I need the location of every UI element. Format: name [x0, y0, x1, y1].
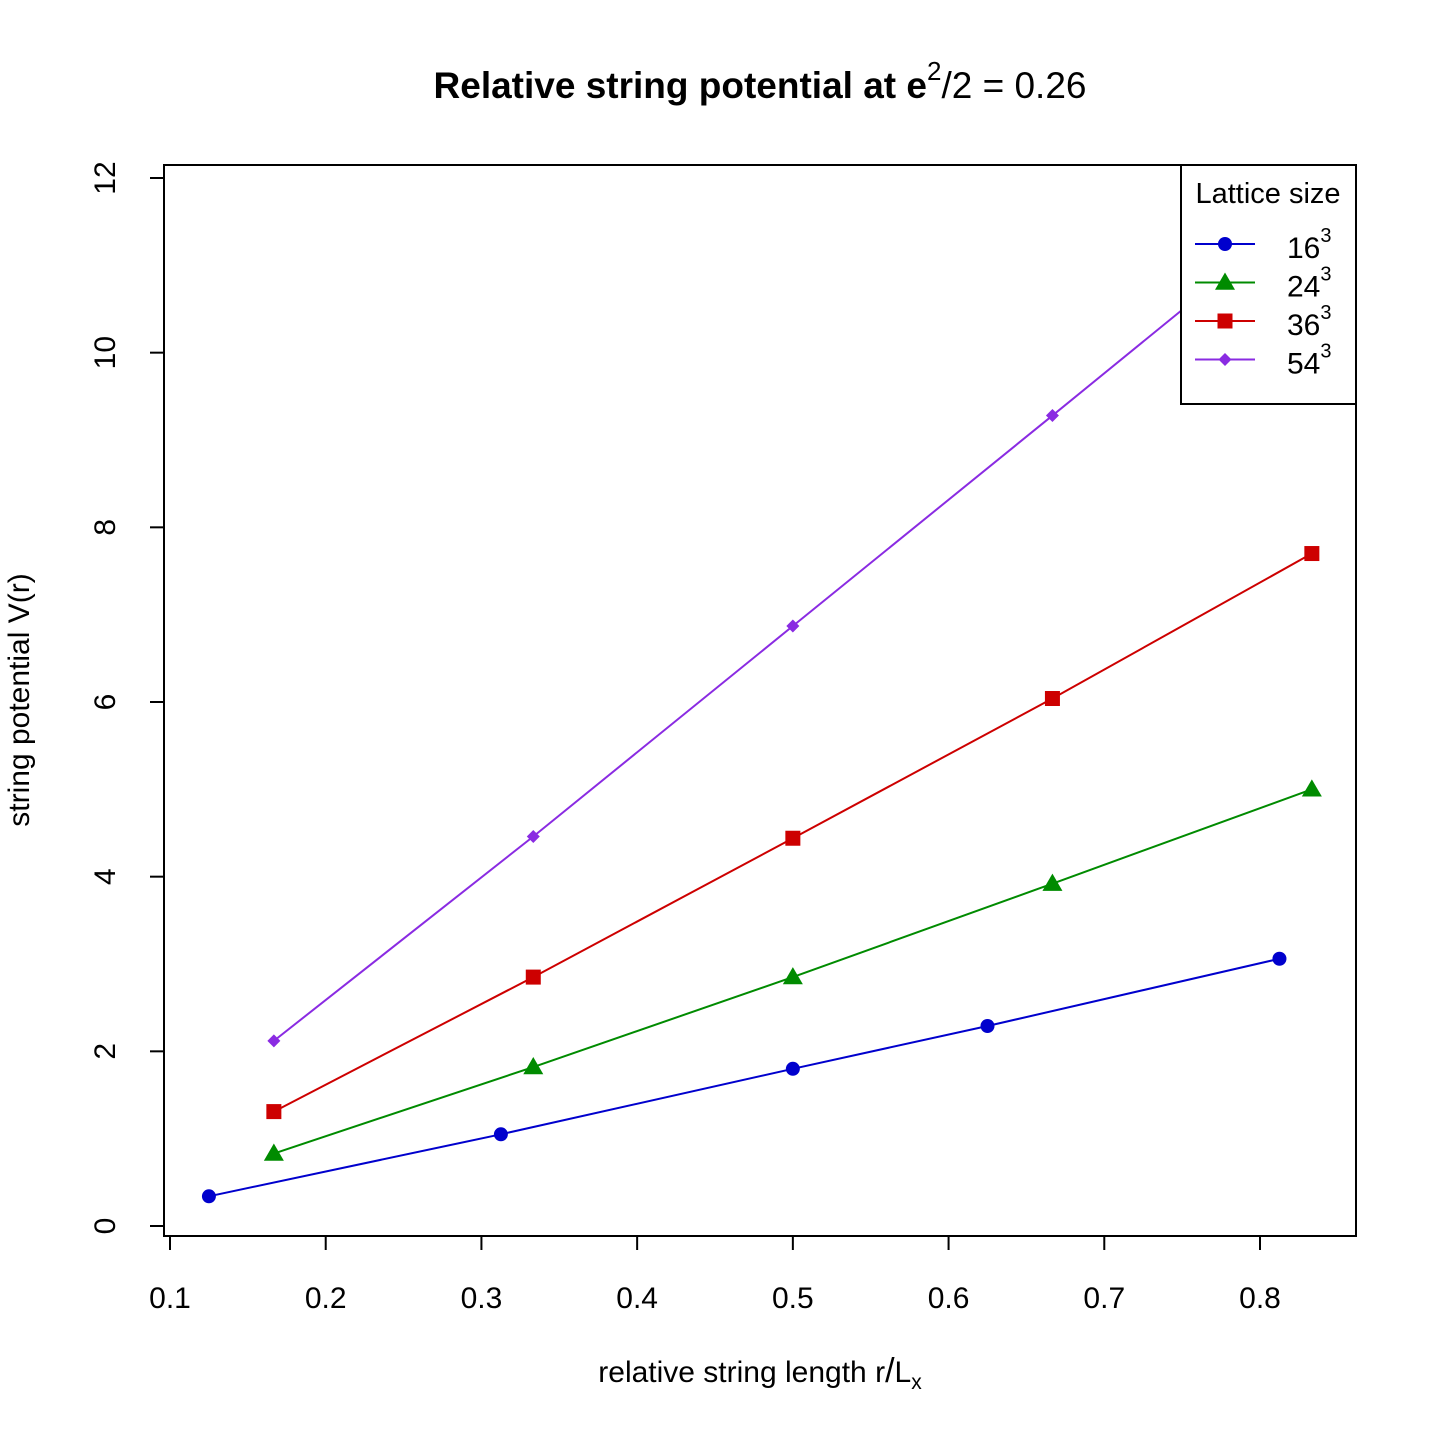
y-tick-label: 6	[89, 694, 122, 711]
x-axis-label-text: relative string length r	[598, 1356, 885, 1389]
y-tick-label: 12	[89, 161, 122, 194]
chart-title-math-rest: /2 = 0.26	[941, 65, 1086, 106]
x-tick-label: 0.3	[461, 1282, 503, 1315]
legend-label: 543	[1287, 341, 1332, 381]
legend-label: 163	[1287, 225, 1332, 265]
data-point-16	[785, 1061, 800, 1076]
data-point-24	[1301, 779, 1322, 797]
data-point-36	[785, 830, 801, 846]
x-tick-label: 0.2	[305, 1282, 347, 1315]
legend-label-base: 36	[1287, 309, 1320, 342]
x-axis-label: relative string length r/Lx	[598, 1352, 922, 1394]
series-36	[266, 546, 1320, 1120]
y-tick-label: 10	[89, 336, 122, 369]
legend-marker	[1215, 272, 1235, 290]
legend-marker	[1218, 237, 1232, 251]
data-point-16	[1272, 951, 1287, 966]
x-axis-label-sub: x	[911, 1371, 922, 1394]
data-point-54	[786, 619, 800, 633]
series-16	[201, 951, 1287, 1204]
x-tick-label: 0.1	[149, 1282, 191, 1315]
x-tick-label: 0.5	[772, 1282, 814, 1315]
data-point-16	[493, 1127, 508, 1142]
chart-title-prefix: Relative string potential at	[434, 65, 907, 106]
data-point-54	[267, 1034, 281, 1048]
legend-entry-36: 363	[1195, 302, 1332, 342]
chart-title-math-base: e	[906, 65, 927, 106]
legend-label-sup: 3	[1320, 302, 1331, 324]
data-point-24	[1042, 873, 1063, 891]
legend-marker	[1218, 353, 1232, 366]
data-point-24	[523, 1057, 544, 1075]
legend-label: 243	[1287, 264, 1332, 304]
series-24	[263, 779, 1322, 1161]
y-tick-label: 0	[89, 1218, 122, 1235]
data-point-54	[1045, 409, 1059, 423]
legend-entry-24: 243	[1195, 264, 1332, 304]
legend-label: 363	[1287, 302, 1332, 342]
data-point-36	[1304, 546, 1320, 562]
y-axis-label: string potential V(r)	[3, 573, 36, 826]
legend-label-base: 54	[1287, 348, 1320, 381]
data-point-24	[263, 1143, 284, 1161]
legend-label-sup: 3	[1320, 341, 1331, 363]
legend-entry-54: 543	[1195, 341, 1332, 381]
x-axis: 0.1 0.2 0.3 0.4 0.5 0.6 0.7 0.8	[149, 1235, 1281, 1315]
x-axis-label-L: L	[895, 1356, 912, 1389]
x-axis-label-slash: /	[885, 1352, 895, 1390]
legend-label-base: 16	[1287, 232, 1320, 265]
x-tick-label: 0.6	[928, 1282, 970, 1315]
legend-marker	[1217, 313, 1233, 329]
data-point-54	[526, 829, 540, 843]
data-point-16	[980, 1019, 995, 1034]
chart-title: Relative string potential at e2/2 = 0.26	[434, 56, 1087, 106]
data-point-36	[525, 969, 541, 985]
legend-label-sup: 3	[1320, 225, 1331, 247]
x-tick-label: 0.7	[1083, 1282, 1125, 1315]
legend-entry-16: 163	[1195, 225, 1332, 265]
legend-label-sup: 3	[1320, 264, 1331, 286]
legend-title: Lattice size	[1195, 178, 1340, 210]
x-tick-label: 0.8	[1239, 1282, 1281, 1315]
data-point-24	[782, 967, 803, 985]
legend-box	[1180, 164, 1357, 405]
data-point-36	[1044, 691, 1060, 707]
legend-label-base: 24	[1287, 271, 1320, 304]
y-tick-label: 8	[89, 519, 122, 536]
data-point-36	[266, 1104, 282, 1120]
y-tick-label: 2	[89, 1043, 122, 1060]
y-tick-label: 4	[89, 868, 122, 885]
x-tick-label: 0.4	[616, 1282, 658, 1315]
data-point-16	[201, 1189, 216, 1204]
chart-title-math-sup: 2	[927, 56, 941, 86]
y-axis: 0 2 4 6 8 10 12	[89, 161, 165, 1235]
